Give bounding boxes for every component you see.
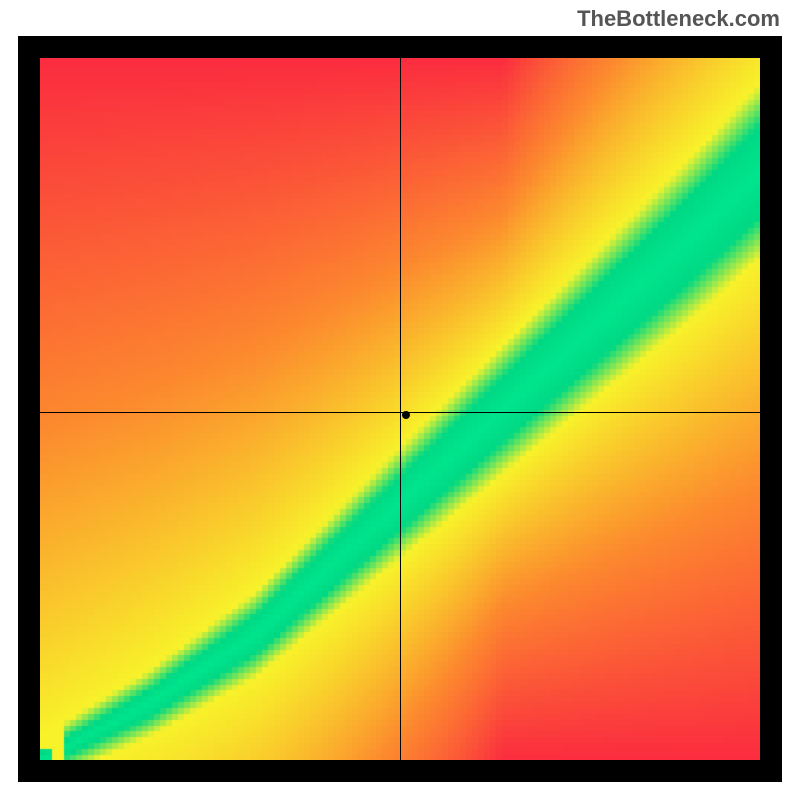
selection-marker <box>402 411 410 419</box>
watermark-label: TheBottleneck.com <box>577 6 780 32</box>
chart-frame <box>18 36 782 782</box>
crosshair-horizontal <box>40 412 760 413</box>
chart-container: TheBottleneck.com <box>0 0 800 800</box>
crosshair-vertical <box>400 58 401 760</box>
